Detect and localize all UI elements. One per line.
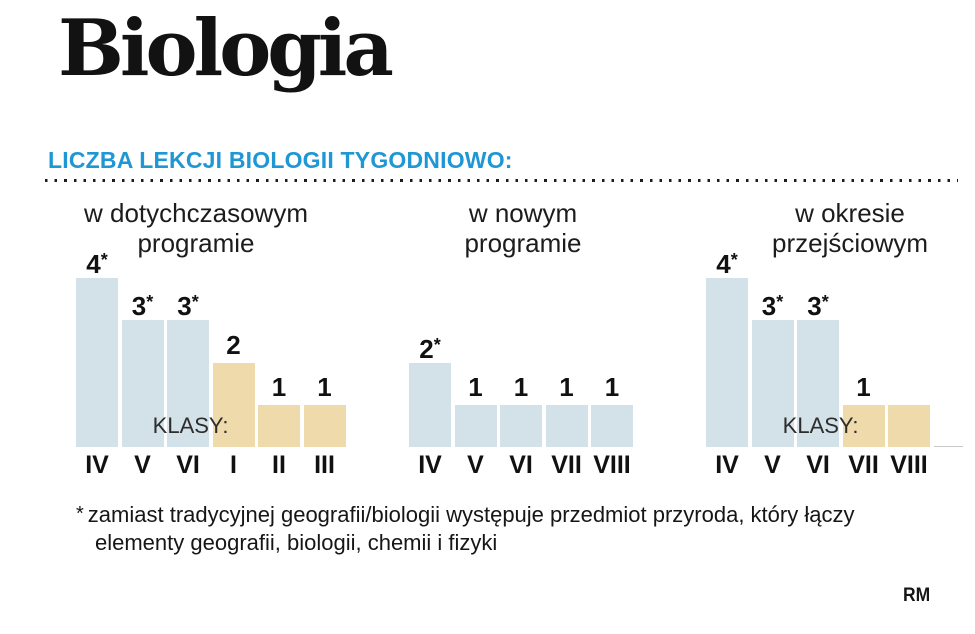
bar-category-label: VI: [509, 451, 533, 479]
bar-V: [454, 405, 497, 447]
footnote: * zamiast tradycyjnej geografii/biologii …: [76, 500, 854, 557]
bar-value-label: 2*: [419, 334, 441, 364]
group-title: w nowym programie: [464, 198, 582, 258]
footnote-text1: zamiast tradycyjnej geografii/biologii w…: [87, 502, 855, 527]
bar-IV: [76, 278, 118, 447]
bar-value-label: 3*: [807, 291, 829, 321]
group-title: w dotychczasowym programie: [84, 198, 308, 258]
bar-value-label: 4*: [716, 249, 738, 279]
footnote-line1: * zamiast tradycyjnej geografii/biologii …: [76, 500, 854, 529]
bar-II: [258, 405, 300, 447]
asterisk-marker: *: [191, 292, 199, 312]
credit: RM: [903, 585, 931, 606]
bar-value-label: 3*: [761, 291, 784, 321]
asterisk-marker: *: [433, 335, 441, 355]
klasy-label: KLASY:: [152, 413, 229, 438]
group-title: w okresie przejściowym: [771, 198, 929, 258]
bar-V: [751, 320, 794, 447]
asterisk-marker: *: [821, 292, 829, 312]
bar-value-label: 4*: [86, 249, 108, 279]
bar-category-label: V: [134, 451, 151, 479]
klasy-label: KLASY:: [782, 413, 859, 438]
bar-VI: [797, 320, 839, 447]
asterisk-marker: *: [730, 250, 738, 270]
bar-category-label: IV: [715, 451, 739, 479]
bar-value-label: 2: [226, 330, 241, 360]
bar-category-label: III: [314, 451, 335, 479]
bar-category-label: VIII: [890, 451, 928, 479]
bar-value-label: 1: [271, 372, 287, 402]
bar-category-label: V: [764, 451, 781, 479]
bar-IV: [706, 278, 748, 447]
bar-value-label: 1: [513, 372, 529, 402]
bar-VI: [500, 405, 542, 447]
bar-category-label: I: [230, 451, 237, 479]
bar-category-label: VII: [551, 451, 582, 479]
bar-category-label: VII: [848, 451, 879, 479]
asterisk-marker: *: [776, 292, 784, 312]
bar-IV: [409, 363, 451, 447]
bar-category-label: VI: [176, 451, 200, 479]
bar-value-label: 1: [604, 372, 620, 402]
bar-VII: [545, 405, 588, 447]
bar-VI: [167, 320, 209, 447]
bar-value-label: 1: [468, 372, 483, 402]
bar-VIII: [888, 405, 930, 447]
footnote-line2: elementy geografii, biologii, chemii i f…: [95, 530, 498, 555]
page-title: Biologia: [58, 3, 394, 94]
bar-VIII: [591, 405, 633, 447]
bar-category-label: IV: [418, 451, 442, 479]
bar-I: [212, 363, 255, 447]
bar-value-label: 3*: [131, 291, 154, 321]
bar-category-label: II: [272, 451, 286, 479]
bar-category-label: VI: [806, 451, 830, 479]
footnote-marker: *: [76, 503, 84, 525]
bar-value-label: 3*: [177, 291, 199, 321]
baseline-extension: [934, 446, 963, 447]
bar-value-label: 1: [317, 372, 332, 402]
bar-category-label: V: [467, 451, 484, 479]
dotted-divider: [45, 179, 958, 182]
bar-value-label: 1: [856, 372, 871, 402]
asterisk-marker: *: [100, 250, 108, 270]
bar-VII: [842, 405, 885, 447]
section-heading: LICZBA LEKCJI BIOLOGII TYGODNIOWO:: [48, 147, 513, 173]
bar-category-label: IV: [85, 451, 109, 479]
bar-III: [303, 405, 346, 447]
bar-value-label: 1: [559, 372, 574, 402]
asterisk-marker: *: [146, 292, 154, 312]
bar-category-label: VIII: [593, 451, 631, 479]
bar-V: [121, 320, 164, 447]
